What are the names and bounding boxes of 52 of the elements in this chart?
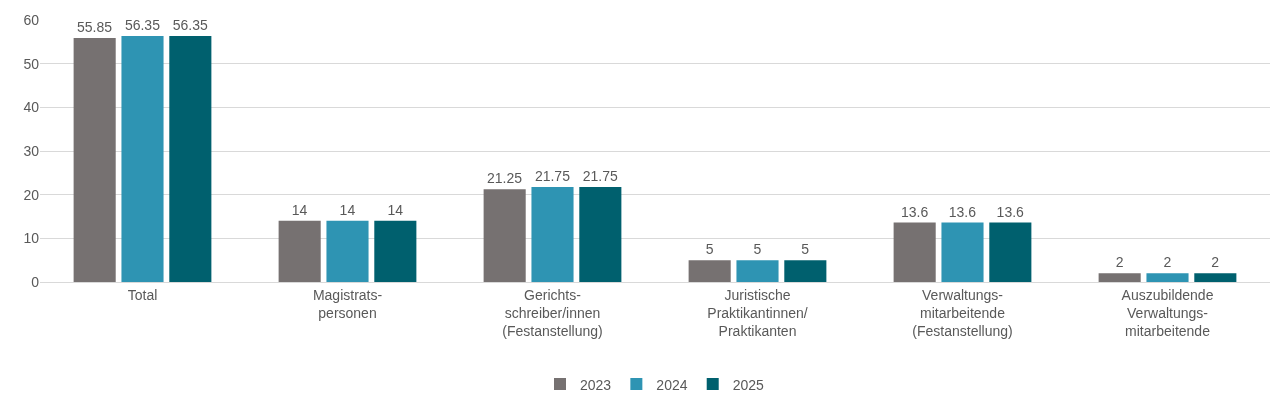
data-label: 14 [339, 201, 356, 218]
bar [736, 260, 779, 282]
bar [893, 222, 936, 282]
data-label: 21.75 [582, 168, 618, 185]
bar [326, 220, 369, 282]
legend-label: 2025 [732, 376, 765, 393]
bar [941, 222, 984, 282]
data-label: 21.25 [487, 170, 523, 187]
y-tick-label: 0 [31, 273, 40, 290]
y-tick-label: 10 [23, 230, 40, 247]
data-label: 13.6 [900, 203, 929, 220]
x-tick-label: Magistrats- personen [312, 286, 383, 321]
x-tick-label: Gerichts- schreiber/innen (Festanstellung) [502, 286, 603, 340]
bar [278, 220, 321, 282]
bar [1098, 273, 1141, 282]
bar [579, 187, 622, 282]
bar [1146, 273, 1189, 282]
bar [688, 260, 731, 282]
bar [1194, 273, 1237, 282]
bar [483, 189, 526, 282]
data-label: 21.75 [534, 168, 571, 185]
data-label: 2 [1115, 254, 1124, 271]
data-label: 13.6 [996, 203, 1025, 220]
y-tick-label: 40 [23, 99, 40, 116]
x-tick-label: Auszubildende Verwaltungs- mitarbeitende [1121, 286, 1214, 340]
bar [374, 220, 417, 282]
y-tick-label: 30 [23, 142, 40, 159]
data-label: 2 [1211, 254, 1220, 271]
x-tick-label: Verwaltungs- mitarbeitende (Festanstellung) [912, 286, 1013, 340]
data-label: 13.6 [948, 203, 977, 220]
bar [169, 35, 212, 282]
data-label: 55.85 [77, 19, 113, 36]
legend-label: 2023 [580, 376, 612, 393]
y-tick-label: 60 [23, 11, 40, 28]
data-label: 14 [387, 201, 404, 218]
data-label: 5 [753, 241, 762, 258]
data-label: 56.35 [172, 16, 208, 33]
bar [73, 38, 116, 282]
bar [121, 35, 164, 282]
data-label: 14 [291, 201, 308, 218]
bar [784, 260, 827, 282]
data-label: 56.35 [124, 16, 161, 33]
x-tick-label: Total [127, 286, 158, 303]
y-tick-label: 50 [23, 55, 40, 72]
bar [531, 187, 574, 282]
y-tick-label: 20 [23, 186, 40, 203]
data-label: 5 [705, 241, 714, 258]
data-label: 2 [1163, 254, 1172, 271]
legend-label: 2024 [656, 376, 688, 393]
x-tick-label: Juristische Praktikantinnen/ Praktikanten [707, 286, 808, 340]
data-label: 5 [801, 241, 810, 258]
bar [989, 222, 1032, 282]
